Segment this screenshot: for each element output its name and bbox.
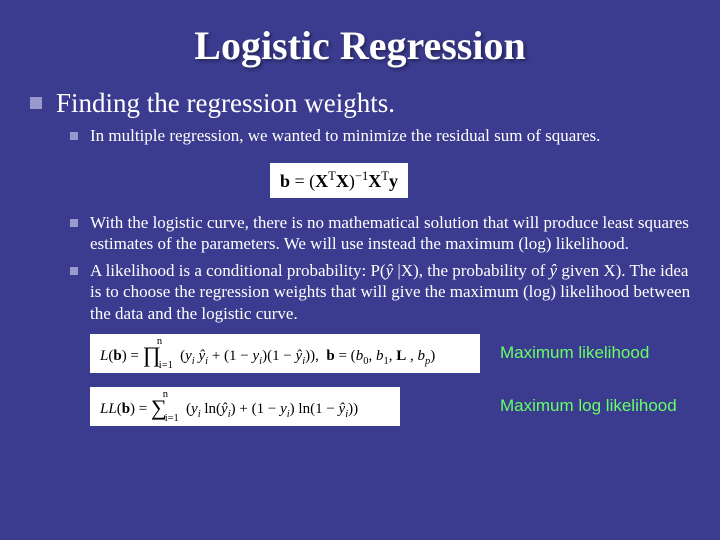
- formula-box: b = (XTX)−1XTy: [270, 163, 408, 198]
- sub-bullet-text: With the logistic curve, there is no mat…: [90, 212, 700, 255]
- sub-bullet-list: In multiple regression, we wanted to min…: [70, 125, 700, 324]
- bullet-square-icon: [70, 219, 78, 227]
- sub-bullet-text: A likelihood is a conditional probabilit…: [90, 260, 700, 324]
- slide-content: Finding the regression weights. In multi…: [0, 87, 720, 430]
- yhat-symbol: ŷ: [550, 261, 558, 280]
- formula-caption: Maximum likelihood: [500, 343, 649, 363]
- sub-bullet-row: A likelihood is a conditional probabilit…: [70, 260, 700, 324]
- formula-text: LL(b) = ∑i=1n(yi ln(ŷi) + (1 − yi) ln(1 …: [100, 393, 390, 420]
- formula-box: LL(b) = ∑i=1n(yi ln(ŷi) + (1 − yi) ln(1 …: [90, 387, 400, 426]
- bullet-square-icon: [30, 97, 42, 109]
- text-fragment: |X), the probability of: [393, 261, 549, 280]
- formula-box: L(b) = ∏i=1n(yi ŷi + (1 − yi)(1 − ŷi)), …: [90, 334, 480, 373]
- formula-row: LL(b) = ∑i=1n(yi ln(ŷi) + (1 − yi) ln(1 …: [30, 383, 700, 430]
- formula-text: b = (XTX)−1XTy: [280, 169, 398, 192]
- formula-text: L(b) = ∏i=1n(yi ŷi + (1 − yi)(1 − ŷi)), …: [100, 340, 470, 367]
- main-bullet-text: Finding the regression weights.: [56, 87, 395, 119]
- bullet-square-icon: [70, 132, 78, 140]
- main-bullet-row: Finding the regression weights.: [30, 87, 700, 119]
- bullet-square-icon: [70, 267, 78, 275]
- formula-row: L(b) = ∏i=1n(yi ŷi + (1 − yi)(1 − ŷi)), …: [30, 330, 700, 377]
- sub-bullet-text: In multiple regression, we wanted to min…: [90, 125, 600, 146]
- formula-caption: Maximum log likelihood: [500, 396, 677, 416]
- text-fragment: A likelihood is a conditional probabilit…: [90, 261, 386, 280]
- sub-bullet-row: In multiple regression, we wanted to min…: [70, 125, 700, 146]
- yhat-symbol: ŷ: [386, 261, 394, 280]
- sub-bullet-row: With the logistic curve, there is no mat…: [70, 212, 700, 255]
- slide-title: Logistic Regression: [0, 0, 720, 87]
